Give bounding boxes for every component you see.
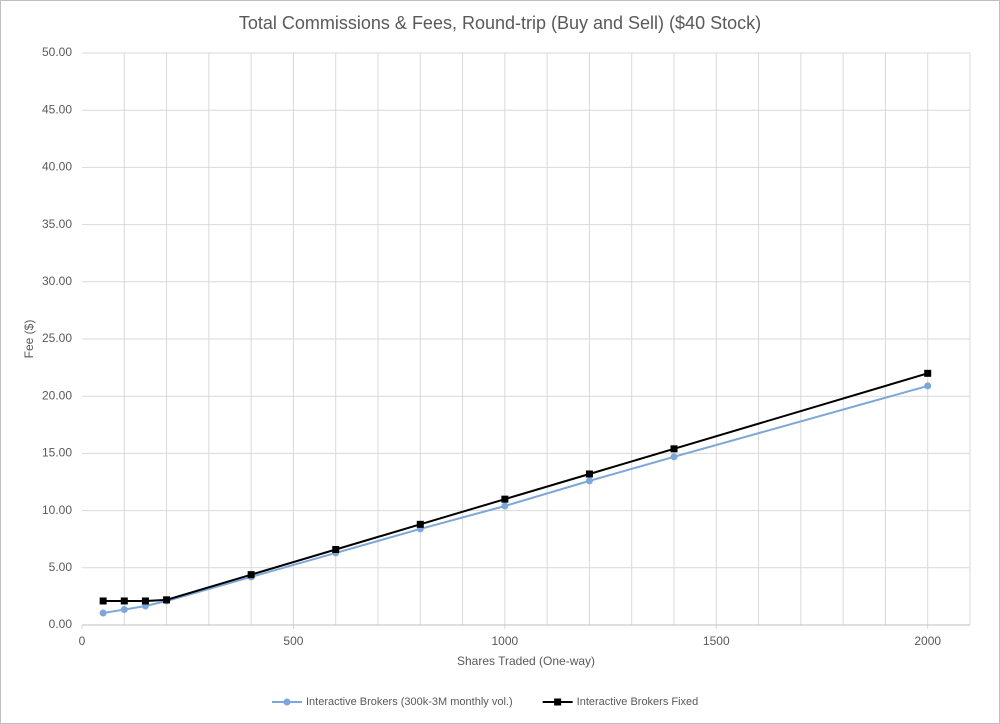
data-point: [416, 520, 424, 528]
data-point: [141, 597, 149, 605]
y-tick-label: 25.00: [42, 331, 72, 345]
data-point: [924, 369, 932, 377]
y-tick-label: 30.00: [42, 274, 72, 288]
y-tick-label: 15.00: [42, 446, 72, 460]
data-point: [247, 571, 255, 579]
x-tick-label: 1500: [703, 634, 730, 648]
x-tick-label: 2000: [914, 634, 941, 648]
y-tick-label: 20.00: [42, 388, 72, 402]
data-point: [99, 597, 107, 605]
data-point: [585, 477, 593, 485]
y-tick-label: 40.00: [42, 160, 72, 174]
x-tick-label: 0: [79, 634, 86, 648]
data-point: [670, 445, 678, 453]
data-point: [924, 382, 932, 390]
legend-marker: [554, 698, 562, 706]
data-point: [120, 606, 128, 614]
data-point: [670, 453, 678, 461]
y-tick-label: 0.00: [49, 617, 73, 631]
y-tick-label: 5.00: [49, 560, 73, 574]
legend-label: Interactive Brokers (300k-3M monthly vol…: [306, 696, 513, 708]
y-tick-label: 50.00: [42, 45, 72, 59]
data-point: [99, 609, 107, 617]
y-tick-label: 10.00: [42, 503, 72, 517]
data-point: [163, 596, 171, 604]
legend-label: Interactive Brokers Fixed: [577, 696, 699, 708]
y-tick-label: 45.00: [42, 102, 72, 116]
data-point: [501, 495, 509, 503]
y-tick-label: 35.00: [42, 217, 72, 231]
x-tick-label: 500: [283, 634, 303, 648]
data-point: [585, 470, 593, 478]
legend-marker: [283, 698, 291, 706]
y-axis-label: Fee ($): [22, 320, 36, 359]
data-point: [120, 597, 128, 605]
chart-title: Total Commissions & Fees, Round-trip (Bu…: [239, 13, 761, 33]
x-tick-label: 1000: [492, 634, 519, 648]
data-point: [332, 545, 340, 553]
x-axis-label: Shares Traded (One-way): [457, 654, 595, 668]
data-point: [501, 502, 509, 510]
